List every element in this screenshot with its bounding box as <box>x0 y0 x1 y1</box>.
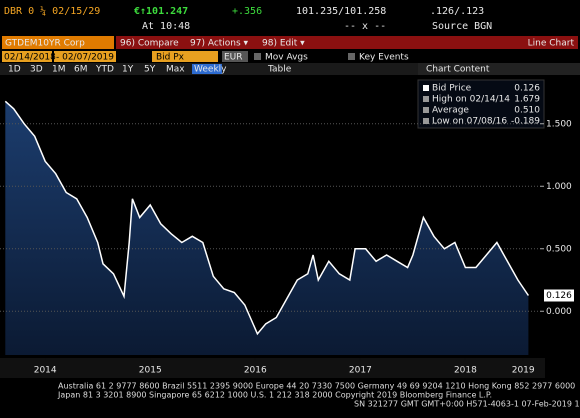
menu-button[interactable]: 96) Compare <box>120 39 179 49</box>
ticker: DBR 0 ¼ 02/15/29 <box>4 5 100 17</box>
period-button[interactable]: 1Y <box>122 65 134 75</box>
time: At 10:48 <box>142 21 190 32</box>
legend-box <box>417 79 545 129</box>
footer-line: Japan 81 3 3201 8900 Singapore 65 6212 1… <box>57 391 492 400</box>
view-title: Line Chart <box>528 39 575 49</box>
period-button[interactable]: 6M <box>74 65 88 75</box>
source: Source BGN <box>432 21 492 32</box>
legend-label: Average <box>432 106 469 116</box>
security-field[interactable] <box>2 36 114 49</box>
x-tick-label: 2018 <box>454 366 477 376</box>
x-tick-label: 2015 <box>139 366 162 376</box>
chart-content-bar <box>418 63 580 75</box>
last-value-box <box>544 289 574 302</box>
menu-bar <box>116 36 578 49</box>
legend-swatch <box>423 85 429 91</box>
legend-label: Bid Price <box>432 84 472 94</box>
period-button[interactable]: 5Y <box>144 65 156 75</box>
currency[interactable]: EUR <box>224 53 243 63</box>
price: €↑101.247 <box>134 6 188 17</box>
key-events[interactable]: Key Events <box>359 53 409 63</box>
period-button[interactable]: Max <box>166 65 185 75</box>
start-date[interactable]: 02/14/2018 <box>4 53 56 63</box>
volume: -- x -- <box>344 21 386 32</box>
x-tick-label: 2016 <box>244 366 267 376</box>
x-axis-area <box>0 358 545 378</box>
last-value-label: 0.126 <box>546 291 572 301</box>
legend-swatch <box>423 107 429 113</box>
y-tick-label: 0.000 <box>546 307 572 317</box>
frequency-select[interactable] <box>192 64 222 74</box>
legend-value: -0.189 <box>511 117 540 127</box>
period-button[interactable]: 1D <box>8 65 21 75</box>
line <box>4 100 530 336</box>
y-tick-label: 0.500 <box>546 244 572 254</box>
legend-label: High on 02/14/14 <box>432 95 510 105</box>
chart-content[interactable]: Chart Content <box>426 65 490 75</box>
period-button[interactable]: 1M <box>52 65 66 75</box>
key-events-checkbox[interactable] <box>348 53 355 60</box>
legend-swatch <box>423 118 429 124</box>
yield: .126/.123 <box>430 6 484 17</box>
end-date[interactable]: - 02/07/2019 <box>56 53 114 63</box>
field[interactable]: Bid Px <box>156 53 185 63</box>
security[interactable]: GTDEM10YR Corp <box>5 39 85 49</box>
footer-line: SN 321277 GMT GMT+0:00 H571-4063-1 07-Fe… <box>354 400 580 409</box>
start-date-field[interactable] <box>2 51 52 62</box>
legend-value: 1.679 <box>514 95 540 105</box>
bid-ask: 101.235/101.258 <box>296 6 386 17</box>
frequency[interactable]: Weekly <box>194 65 227 75</box>
period-button[interactable]: YTD <box>95 65 114 75</box>
legend-value: 0.510 <box>514 106 540 116</box>
table-button[interactable]: Table <box>267 65 292 75</box>
x-tick-label: 2017 <box>349 366 372 376</box>
currency-select[interactable] <box>222 51 248 62</box>
legend-value: 0.126 <box>514 84 540 94</box>
footer-line: Australia 61 2 9777 8600 Brazil 5511 239… <box>58 382 575 391</box>
y-tick-label: 1.000 <box>546 182 572 192</box>
area <box>5 101 529 355</box>
end-date-field[interactable] <box>54 51 116 62</box>
legend-swatch <box>423 96 429 102</box>
period-button[interactable]: 3D <box>30 65 43 75</box>
x-tick-label: 2014 <box>34 366 57 376</box>
y-tick-label: 1.500 <box>546 119 572 129</box>
mov-avgs-checkbox[interactable] <box>254 53 261 60</box>
menu-button[interactable]: 97) Actions ▾ <box>190 39 249 49</box>
menu-button[interactable]: 98) Edit ▾ <box>262 39 305 49</box>
change: +.356 <box>232 6 262 17</box>
legend-label: Low on 07/08/16 <box>432 117 507 127</box>
mov-avgs[interactable]: Mov Avgs <box>265 53 308 63</box>
x-tick-label: 2019 <box>512 366 535 376</box>
field-select[interactable] <box>152 51 218 62</box>
